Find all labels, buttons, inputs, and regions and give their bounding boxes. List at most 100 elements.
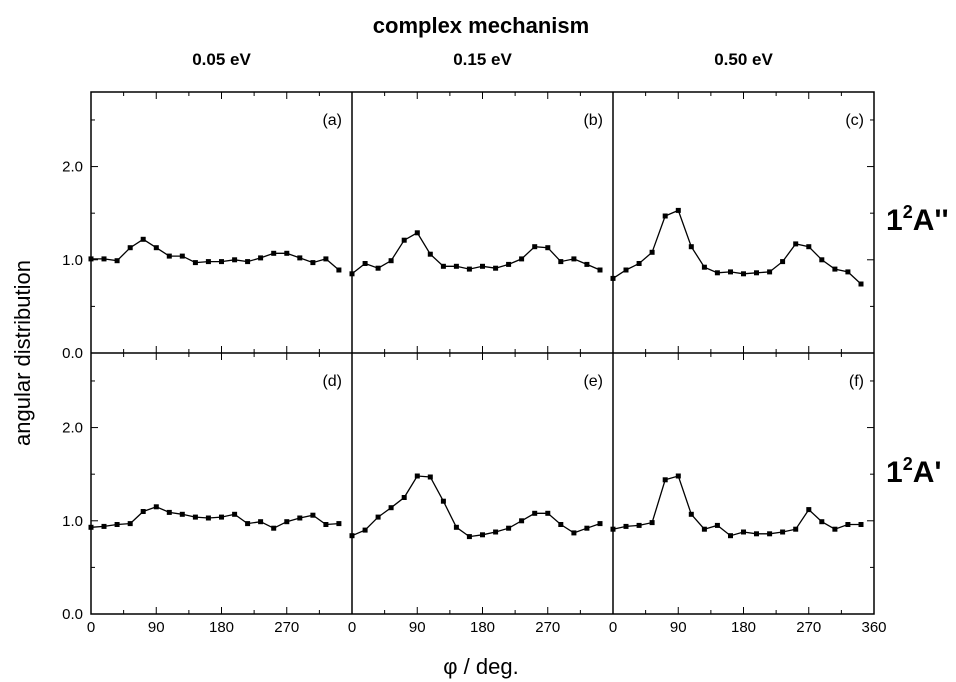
data-point [219, 259, 224, 265]
data-point [440, 263, 446, 269]
data-point [584, 525, 590, 531]
data-point [179, 253, 185, 259]
data-point [636, 261, 642, 266]
data-point [427, 251, 433, 257]
data-point [179, 511, 185, 517]
data-point [741, 271, 746, 277]
data-point [506, 525, 512, 531]
data-point [754, 270, 759, 276]
x-axis-label: φ / deg. [443, 654, 518, 679]
data-point [245, 521, 251, 527]
panel-d: (d) [88, 373, 342, 531]
series-line [612, 209, 862, 285]
data-point [362, 261, 368, 266]
data-point [649, 249, 655, 255]
y-tick-label: 2.0 [62, 159, 83, 176]
series-line [612, 475, 861, 537]
data-point [284, 519, 290, 525]
x-tick-label: 90 [409, 619, 426, 636]
data-point [741, 529, 746, 535]
panel-f: (f) [610, 373, 864, 539]
x-tick-label: 90 [148, 619, 165, 636]
data-point [336, 521, 342, 527]
data-point [205, 515, 211, 521]
data-point [140, 236, 146, 242]
panel-label: (a) [322, 112, 342, 129]
panel-c: (c) [610, 112, 864, 287]
x-tick-label: 360 [861, 619, 886, 636]
data-point [297, 255, 303, 261]
data-point [701, 264, 707, 270]
data-point [558, 259, 564, 265]
data-point [675, 473, 681, 479]
data-point [427, 474, 433, 480]
x-tick-label: 270 [274, 619, 299, 636]
data-point [584, 261, 590, 267]
data-point [675, 207, 681, 213]
data-point [232, 511, 238, 517]
data-point [754, 531, 759, 537]
data-point [362, 527, 368, 533]
data-point [192, 514, 198, 520]
data-point [232, 257, 238, 263]
y-tick-label: 0.0 [62, 606, 83, 623]
axes: 0 90 180 270 0 90 180 270 0 90 180 270 360 0.0 1.0 2.0 0… [62, 92, 887, 636]
data-point [114, 258, 120, 264]
data-point [258, 255, 264, 261]
data-point [701, 526, 707, 532]
data-point [323, 256, 329, 262]
data-point [271, 525, 277, 531]
data-point [532, 244, 538, 250]
data-point [793, 526, 799, 532]
data-point [310, 260, 316, 266]
data-point [545, 510, 551, 516]
x-tick-label: 180 [470, 619, 495, 636]
data-point [466, 266, 472, 272]
data-point [153, 504, 159, 510]
x-tick-label: 0 [348, 619, 356, 636]
y-axis-label: angular distribution [10, 260, 35, 446]
data-point [597, 521, 603, 527]
data-point [480, 532, 485, 538]
data-point [532, 510, 538, 516]
x-tick-label: 180 [731, 619, 756, 636]
data-point [297, 515, 303, 521]
column-title: 0.15 eV [453, 50, 512, 69]
data-point [688, 244, 694, 250]
data-point [493, 265, 499, 271]
data-point [336, 267, 342, 273]
data-point [480, 263, 485, 269]
data-point [245, 259, 251, 265]
panel-label: (e) [583, 373, 603, 390]
x-tick-label: 270 [796, 619, 821, 636]
data-point [728, 533, 733, 539]
data-point [767, 531, 773, 537]
data-point [662, 477, 668, 483]
data-point [388, 505, 394, 511]
data-point [310, 512, 316, 518]
data-point [453, 263, 459, 269]
data-point [284, 250, 290, 256]
state-label: 12A' [886, 454, 942, 489]
data-point [780, 529, 786, 535]
data-point [466, 534, 472, 540]
data-point [623, 267, 629, 273]
data-point [127, 521, 133, 527]
panel-label: (f) [849, 373, 864, 390]
panel-a: (a) [88, 112, 342, 273]
data-point [192, 260, 198, 266]
column-title: 0.50 eV [714, 50, 773, 69]
x-tick-label: 90 [670, 619, 687, 636]
data-point [388, 258, 394, 264]
data-point [271, 250, 277, 256]
data-point [819, 519, 825, 525]
data-point [819, 257, 825, 263]
y-tick-label: 2.0 [62, 420, 83, 437]
data-point [858, 281, 864, 287]
data-point [140, 509, 146, 514]
data-point [101, 256, 107, 262]
panels: (a) (b) (c) (d) (e) (f) [88, 112, 864, 540]
y-tick-label: 1.0 [62, 513, 83, 530]
data-point [519, 256, 525, 262]
data-point [649, 520, 655, 526]
